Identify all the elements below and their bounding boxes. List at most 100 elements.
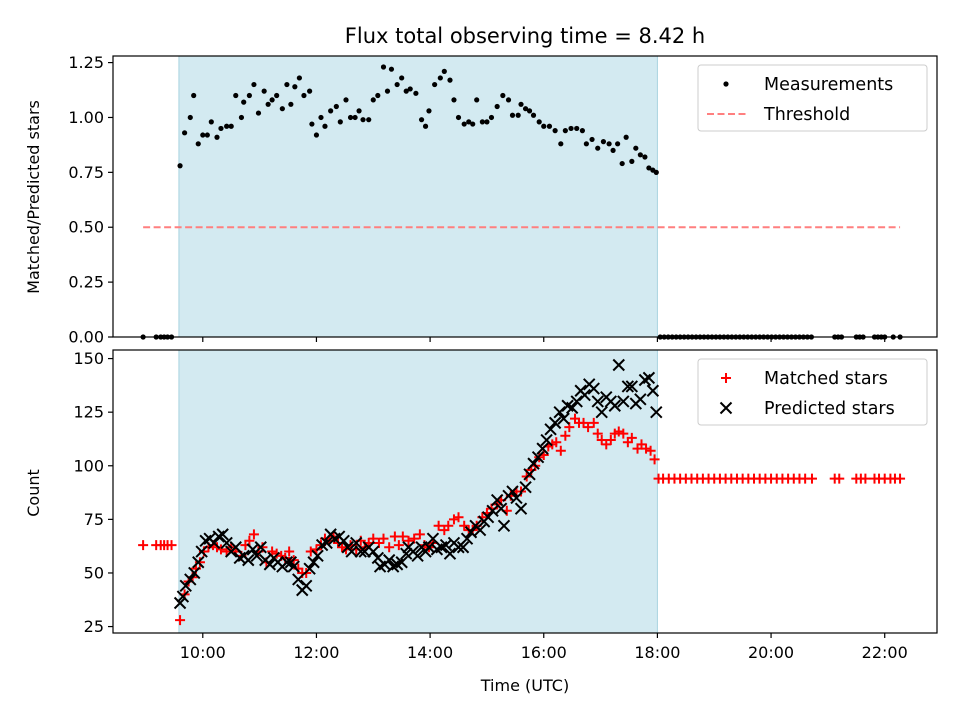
- measurement-point: [623, 134, 629, 140]
- measurement-point: [479, 119, 485, 125]
- measurement-point: [288, 101, 294, 107]
- legend: Matched stars Predicted stars: [697, 358, 928, 426]
- predicted-star-point: [646, 384, 660, 397]
- legend-marker: [721, 373, 731, 383]
- measurement-point: [274, 92, 280, 99]
- predicted-star-point: [591, 395, 604, 408]
- measurement-point: [337, 119, 343, 125]
- predicted-star-point: [395, 556, 408, 569]
- matched-star-point: [583, 422, 594, 433]
- measurement-point: [204, 132, 210, 138]
- measurement-point: [301, 92, 307, 99]
- matched-star-point: [895, 473, 906, 484]
- measurement-point: [583, 141, 589, 147]
- matched-star-point: [645, 445, 656, 456]
- y-tick-label: 50: [84, 563, 104, 582]
- matched-star-point: [166, 540, 177, 551]
- predicted-star-point: [490, 493, 504, 507]
- predicted-star-point: [242, 553, 255, 567]
- measurement-point: [447, 77, 453, 83]
- predicted-star-point: [184, 573, 197, 586]
- matched-star-point: [626, 432, 637, 443]
- matched-star-point: [453, 512, 464, 523]
- measurement-point: [562, 128, 568, 134]
- measurement-point: [629, 158, 635, 164]
- measurement-point: [177, 163, 183, 169]
- predicted-star-point: [303, 562, 316, 575]
- chart-title: Flux total observing time = 8.42 h: [345, 24, 705, 48]
- y-tick-label: 100: [73, 456, 104, 475]
- predicted-star-point: [557, 412, 570, 425]
- x-tick-label: 18:00: [634, 643, 680, 662]
- predicted-star-point: [367, 545, 380, 558]
- predicted-star-point: [497, 519, 511, 533]
- matched-star-point: [248, 529, 259, 540]
- predicted-star-point: [411, 549, 424, 563]
- measurement-point: [451, 97, 457, 103]
- matched-star-point: [834, 473, 845, 484]
- measurement-point: [461, 121, 467, 127]
- measurement-point: [191, 92, 197, 99]
- matched-star-point: [271, 548, 282, 559]
- measurement-point: [615, 141, 621, 147]
- predicted-star-point: [250, 549, 263, 563]
- predicted-star-point: [307, 556, 320, 569]
- predicted-star-point: [519, 481, 532, 494]
- measurement-point: [195, 141, 201, 147]
- measurement-point: [413, 90, 419, 96]
- legend: Measurements Threshold: [697, 64, 928, 132]
- matched-star-point: [641, 443, 652, 454]
- measurement-point: [579, 128, 585, 134]
- matched-star-point: [215, 544, 226, 555]
- measurement-point: [494, 103, 500, 110]
- y-axis-label-count: Count: [24, 469, 43, 517]
- measurement-point: [200, 132, 206, 138]
- measurement-point: [610, 147, 616, 153]
- measurement-point: [208, 119, 214, 125]
- matched-star-point: [433, 520, 444, 531]
- predicted-star-point: [460, 532, 474, 545]
- x-tick-label: 20:00: [748, 643, 794, 662]
- matched-star-point: [555, 445, 566, 456]
- measurement-point: [366, 117, 372, 123]
- predicted-star-point: [292, 573, 305, 586]
- measurement-point: [546, 123, 553, 129]
- legend-label: Measurements: [764, 75, 893, 95]
- measurement-point: [388, 66, 395, 72]
- matched-star-point: [860, 473, 871, 484]
- measurement-point: [646, 165, 652, 171]
- predicted-star-point: [608, 399, 621, 412]
- predicted-star-point: [464, 526, 478, 539]
- predicted-star-point: [456, 541, 470, 554]
- measurement-point: [370, 97, 376, 103]
- matched-star-point: [244, 535, 255, 546]
- measurement-point: [552, 128, 558, 134]
- predicted-star-point: [422, 541, 436, 554]
- axes-frame: [112, 349, 938, 634]
- measurement-point: [313, 132, 320, 138]
- predicted-star-point: [188, 566, 201, 580]
- y-axis-label-ratio: Matched/Predicted stars: [24, 100, 43, 294]
- measurement-point: [182, 130, 188, 136]
- predicted-star-point: [514, 502, 528, 515]
- legend-box: [697, 358, 928, 426]
- y-tick-label: 125: [73, 403, 104, 422]
- predicted-star-point: [536, 442, 549, 455]
- measurement-point: [474, 97, 480, 103]
- predicted-star-point: [473, 523, 487, 537]
- measurement-point: [347, 114, 354, 121]
- matched-star-point: [613, 426, 624, 437]
- measurement-point: [296, 75, 302, 81]
- predicted-star-point: [621, 380, 635, 393]
- matched-star-point: [393, 540, 404, 551]
- legend-label: Matched stars: [764, 369, 888, 389]
- panel-ratio: 0.00 0.25 0.50 0.75 1.00 1.25 Measurements Thre…: [68, 53, 938, 347]
- measurement-point: [233, 92, 239, 99]
- predicted-star-point: [311, 549, 324, 563]
- measurement-point: [333, 103, 339, 110]
- predicted-star-point: [540, 433, 553, 447]
- measurement-point: [352, 114, 358, 121]
- measurement-point: [394, 81, 400, 88]
- predicted-star-point: [195, 545, 208, 558]
